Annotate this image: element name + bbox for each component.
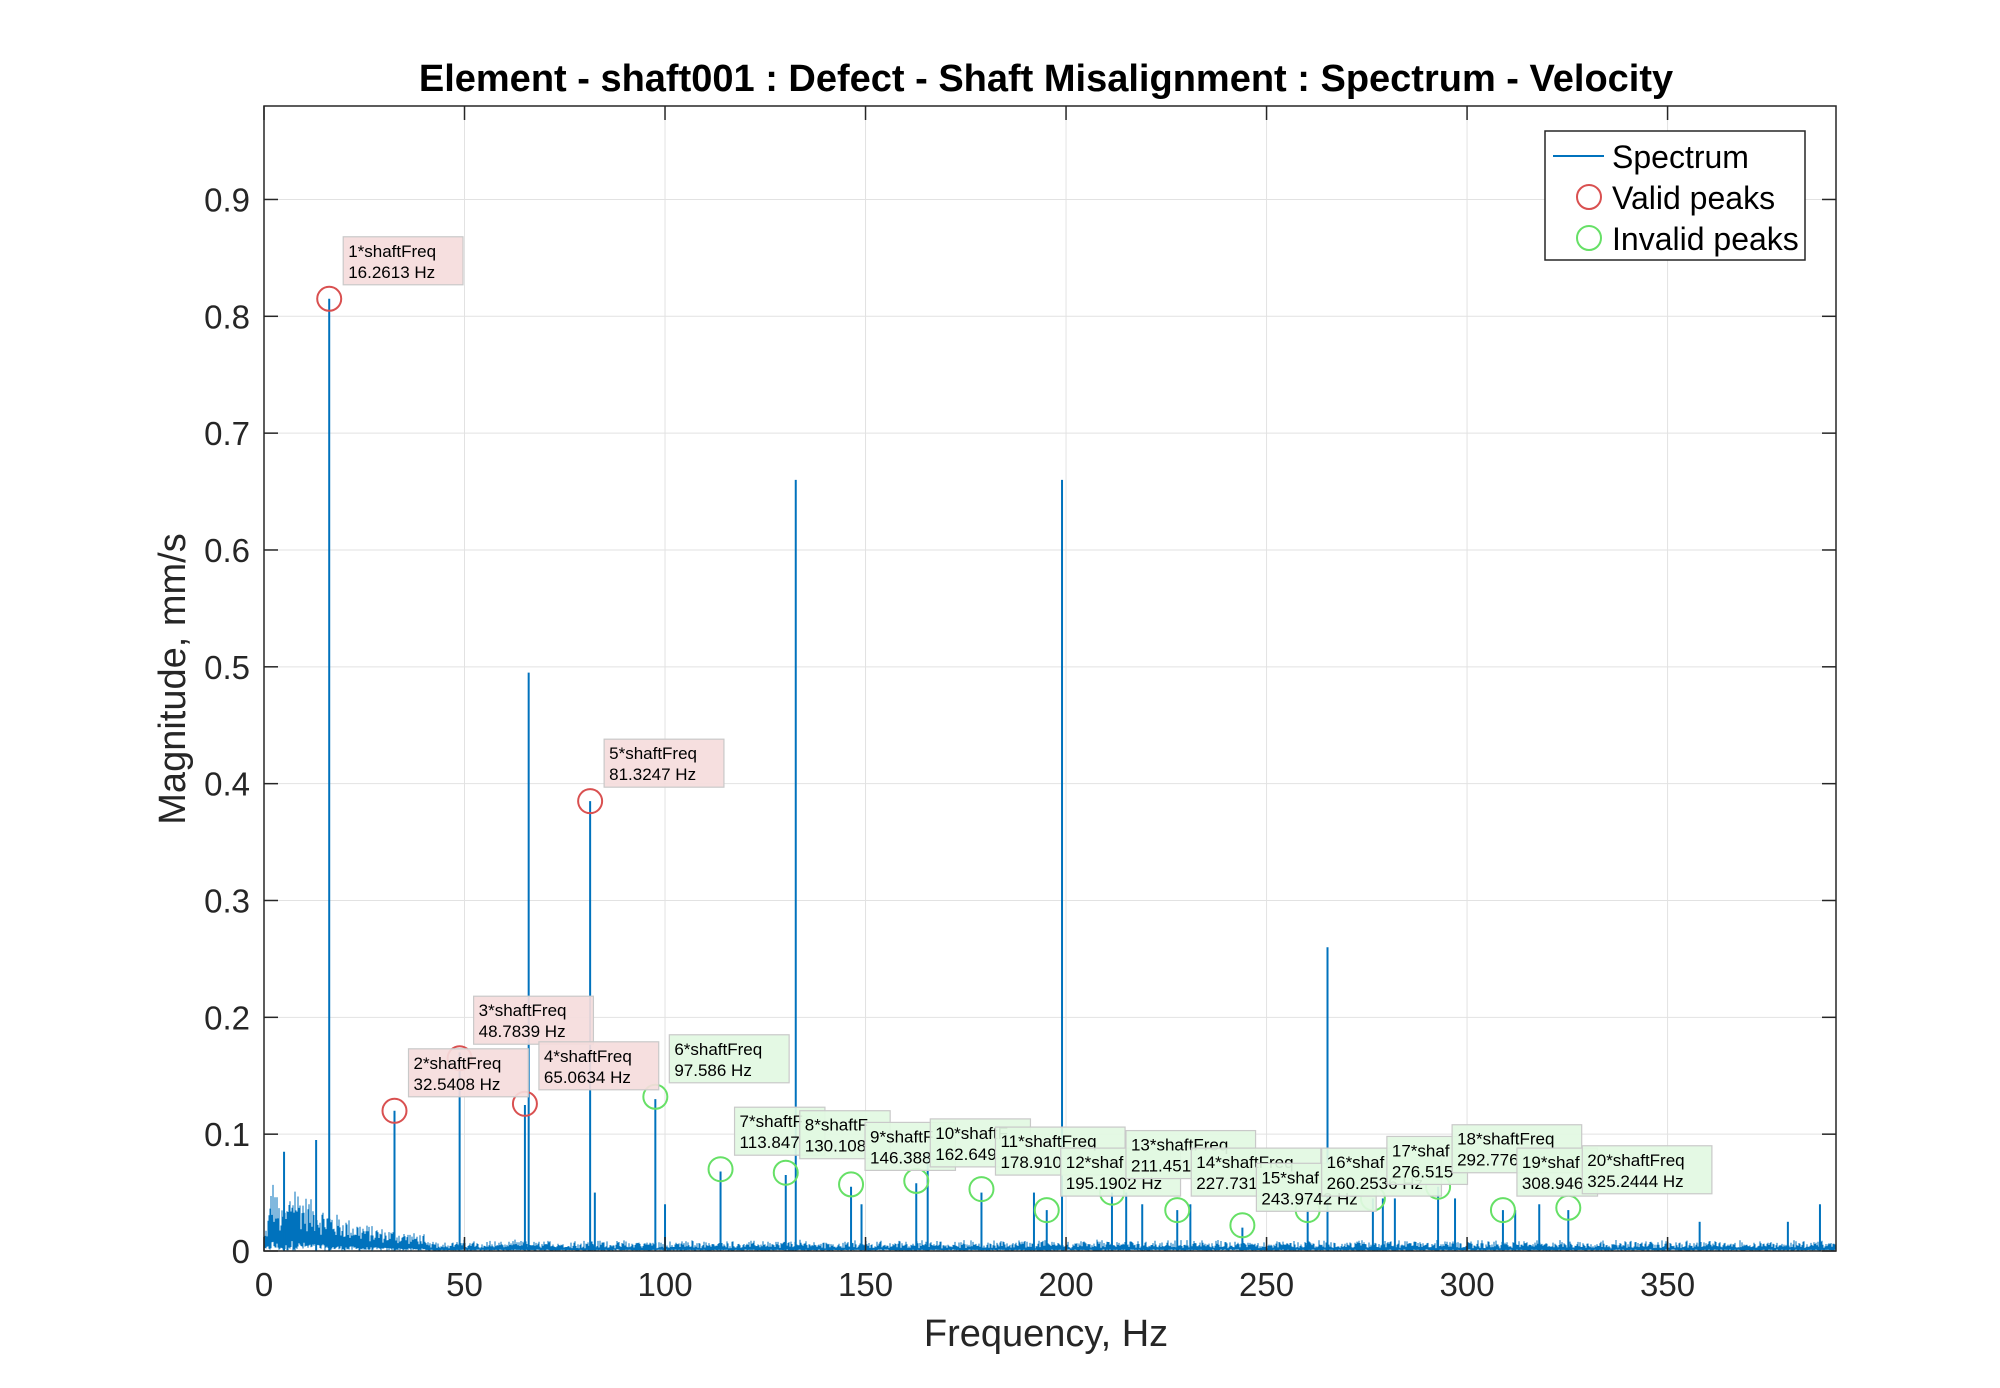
- plot-frame: [263, 105, 1837, 1252]
- valid-peak-marker: [316, 285, 343, 312]
- legend-valid-marker: [1576, 184, 1602, 210]
- invalid-annotation-freq: 308.946: [1522, 1174, 1583, 1193]
- valid-annotation-box: [342, 236, 464, 286]
- invalid-annotation-label: 19*shaf: [1522, 1153, 1580, 1172]
- invalid-peak-marker: [838, 1171, 865, 1198]
- x-tick-label: 300: [1440, 1266, 1495, 1303]
- invalid-annotation-box: [668, 1034, 790, 1084]
- y-tick-label: 0.2: [204, 999, 250, 1036]
- invalid-peak-marker: [772, 1159, 799, 1186]
- invalid-annotation-label: 15*shaf: [1261, 1168, 1319, 1187]
- x-tick-label: 350: [1640, 1266, 1695, 1303]
- valid-annotation-box: [407, 1048, 529, 1098]
- invalid-annotation-label: 11*shaftFreq: [1000, 1132, 1096, 1151]
- invalid-annotation-label: 6*shaftFreq: [674, 1040, 762, 1059]
- invalid-annotation-freq: 211.451: [1131, 1157, 1191, 1176]
- invalid-annotation-label: 10*shaftF: [935, 1124, 1008, 1143]
- y-tick-label: 0.9: [204, 181, 250, 218]
- invalid-annotation-label: 7*shaftF: [740, 1112, 803, 1131]
- legend-box: [1544, 130, 1806, 261]
- y-tick-label: 0.8: [204, 298, 250, 335]
- valid-peak-annotation: 5*shaftFreq 81.3247 Hz: [603, 738, 725, 788]
- legend-valid-label: Valid peaks: [1612, 180, 1775, 216]
- valid-annotation-freq: 16.2613 Hz: [348, 263, 435, 282]
- invalid-peak-annotation: 7*shaftF 113.847: [733, 1106, 826, 1156]
- x-tick-label: 150: [838, 1266, 893, 1303]
- invalid-peak-marker: [1229, 1212, 1256, 1239]
- x-tick-label: 0: [255, 1266, 273, 1303]
- invalid-annotation-freq: 227.731: [1196, 1174, 1257, 1193]
- valid-annotation-box: [473, 995, 595, 1045]
- invalid-annotation-freq: 178.910: [1000, 1153, 1061, 1172]
- invalid-annotation-freq: 325.2444 Hz: [1587, 1172, 1683, 1191]
- y-tick-label: 0.5: [204, 649, 250, 686]
- valid-annotation-box: [538, 1041, 660, 1091]
- x-tick-label: 50: [446, 1266, 483, 1303]
- invalid-peak-annotation: 20*shaftFreq 325.2444 Hz: [1581, 1145, 1713, 1195]
- invalid-annotation-label: 18*shaftFreq: [1457, 1130, 1554, 1149]
- valid-annotation-label: 3*shaftFreq: [479, 1001, 567, 1020]
- invalid-annotation-freq: 292.776: [1457, 1151, 1518, 1170]
- valid-peak-marker: [577, 788, 604, 815]
- invalid-annotation-label: 16*shaf: [1327, 1153, 1385, 1172]
- invalid-annotation-freq: 162.649: [935, 1145, 996, 1164]
- invalid-peak-annotation: 8*shaftF 130.108: [799, 1110, 891, 1160]
- valid-annotation-label: 2*shaftFreq: [413, 1054, 501, 1073]
- valid-annotation-box: [603, 738, 725, 788]
- valid-annotation-freq: 81.3247 Hz: [609, 765, 696, 784]
- invalid-annotation-box: [1581, 1145, 1713, 1195]
- x-tick-label: 250: [1239, 1266, 1294, 1303]
- valid-peak-annotation: 3*shaftFreq 48.7839 Hz: [473, 995, 595, 1045]
- spectrum-spikes: [283, 298, 1821, 1251]
- y-tick-label: 0: [232, 1233, 250, 1270]
- y-tick-label: 0.4: [204, 766, 250, 803]
- invalid-annotation-freq: 97.586 Hz: [674, 1061, 752, 1080]
- invalid-annotation-label: 9*shaftF: [870, 1127, 933, 1146]
- axis-ticks: 0 50 100 150 200 250 300 350 0 0.1 0.2 0.3 0.4 0.5 0.6…: [204, 106, 1836, 1303]
- valid-peak-marker: [381, 1097, 408, 1124]
- invalid-peak-marker: [1033, 1197, 1060, 1224]
- valid-peak-annotation: 4*shaftFreq 65.0634 Hz: [538, 1041, 660, 1091]
- y-tick-label: 0.3: [204, 882, 250, 919]
- x-tick-label: 100: [637, 1266, 692, 1303]
- y-tick-label: 0.7: [204, 415, 250, 452]
- legend: Spectrum Valid peaks Invalid peaks: [1544, 130, 1806, 261]
- invalid-peak-marker: [968, 1176, 995, 1203]
- valid-annotation-freq: 48.7839 Hz: [479, 1022, 566, 1041]
- legend-invalid-label: Invalid peaks: [1612, 221, 1799, 257]
- invalid-peak-marker: [1164, 1197, 1191, 1224]
- valid-annotation-label: 1*shaftFreq: [348, 242, 436, 261]
- peak-annotations: 1*shaftFreq 16.2613 Hz 2*shaftFreq 32.5408 …: [342, 236, 1713, 1212]
- invalid-annotation-freq: 113.847: [740, 1133, 800, 1152]
- valid-peak-annotation: 2*shaftFreq 32.5408 Hz: [407, 1048, 529, 1098]
- valid-peak-annotation: 1*shaftFreq 16.2613 Hz: [342, 236, 464, 286]
- invalid-annotation-label: 20*shaftFreq: [1587, 1151, 1684, 1170]
- invalid-annotation-label: 8*shaftF: [805, 1116, 868, 1135]
- invalid-annotation-freq: 146.388: [870, 1148, 931, 1167]
- invalid-annotation-freq: 276.515: [1392, 1162, 1453, 1181]
- valid-annotation-freq: 32.5408 Hz: [413, 1075, 500, 1094]
- invalid-peak-marker: [1489, 1197, 1516, 1224]
- chart-title: Element - shaft001 : Defect - Shaft Misa…: [419, 58, 1673, 100]
- invalid-peak-annotation: 6*shaftFreq 97.586 Hz: [668, 1034, 790, 1084]
- y-tick-label: 0.6: [204, 532, 250, 569]
- invalid-peak-marker: [707, 1156, 734, 1183]
- y-axis-label: Magnitude, mm/s: [152, 533, 194, 824]
- valid-annotation-freq: 65.0634 Hz: [544, 1068, 631, 1087]
- legend-invalid-marker: [1576, 225, 1602, 251]
- invalid-annotation-label: 12*shaf: [1066, 1153, 1124, 1172]
- x-tick-label: 200: [1039, 1266, 1094, 1303]
- invalid-annotation-freq: 130.108: [805, 1137, 866, 1156]
- y-tick-label: 0.1: [204, 1116, 250, 1153]
- invalid-annotation-label: 17*shaf: [1392, 1141, 1450, 1160]
- valid-annotation-label: 4*shaftFreq: [544, 1047, 632, 1066]
- x-axis-label: Frequency, Hz: [924, 1313, 1168, 1355]
- valid-annotation-label: 5*shaftFreq: [609, 744, 697, 763]
- legend-spectrum-label: Spectrum: [1612, 139, 1749, 175]
